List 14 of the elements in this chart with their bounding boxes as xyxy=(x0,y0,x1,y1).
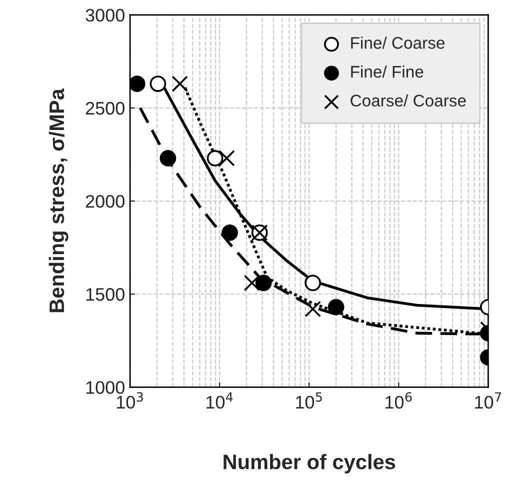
x-tick-label: 10$^{6}$ xyxy=(386,392,412,409)
legend-label: Coarse/ Coarse xyxy=(350,94,466,107)
x-tick-label: 10$^{7}$ xyxy=(475,392,501,409)
y-tick-label: 3000 xyxy=(86,8,124,22)
x-tick-label: 10$^{4}$ xyxy=(206,392,233,409)
x-axis-title: Number of cycles xyxy=(224,454,396,474)
x-tick-label: 10$^{5}$ xyxy=(296,392,322,409)
legend-label: Fine/ Fine xyxy=(351,65,424,78)
y-tick-label: 2000 xyxy=(86,194,124,208)
y-tick-label: 1500 xyxy=(86,288,124,301)
legend-label: Fine/ Coarse xyxy=(351,36,444,49)
y-axis-title: Bending stress, σ/MPa xyxy=(48,88,68,312)
y-tick-label: 2500 xyxy=(86,102,124,115)
y-tick-label: 1000 xyxy=(86,381,124,394)
